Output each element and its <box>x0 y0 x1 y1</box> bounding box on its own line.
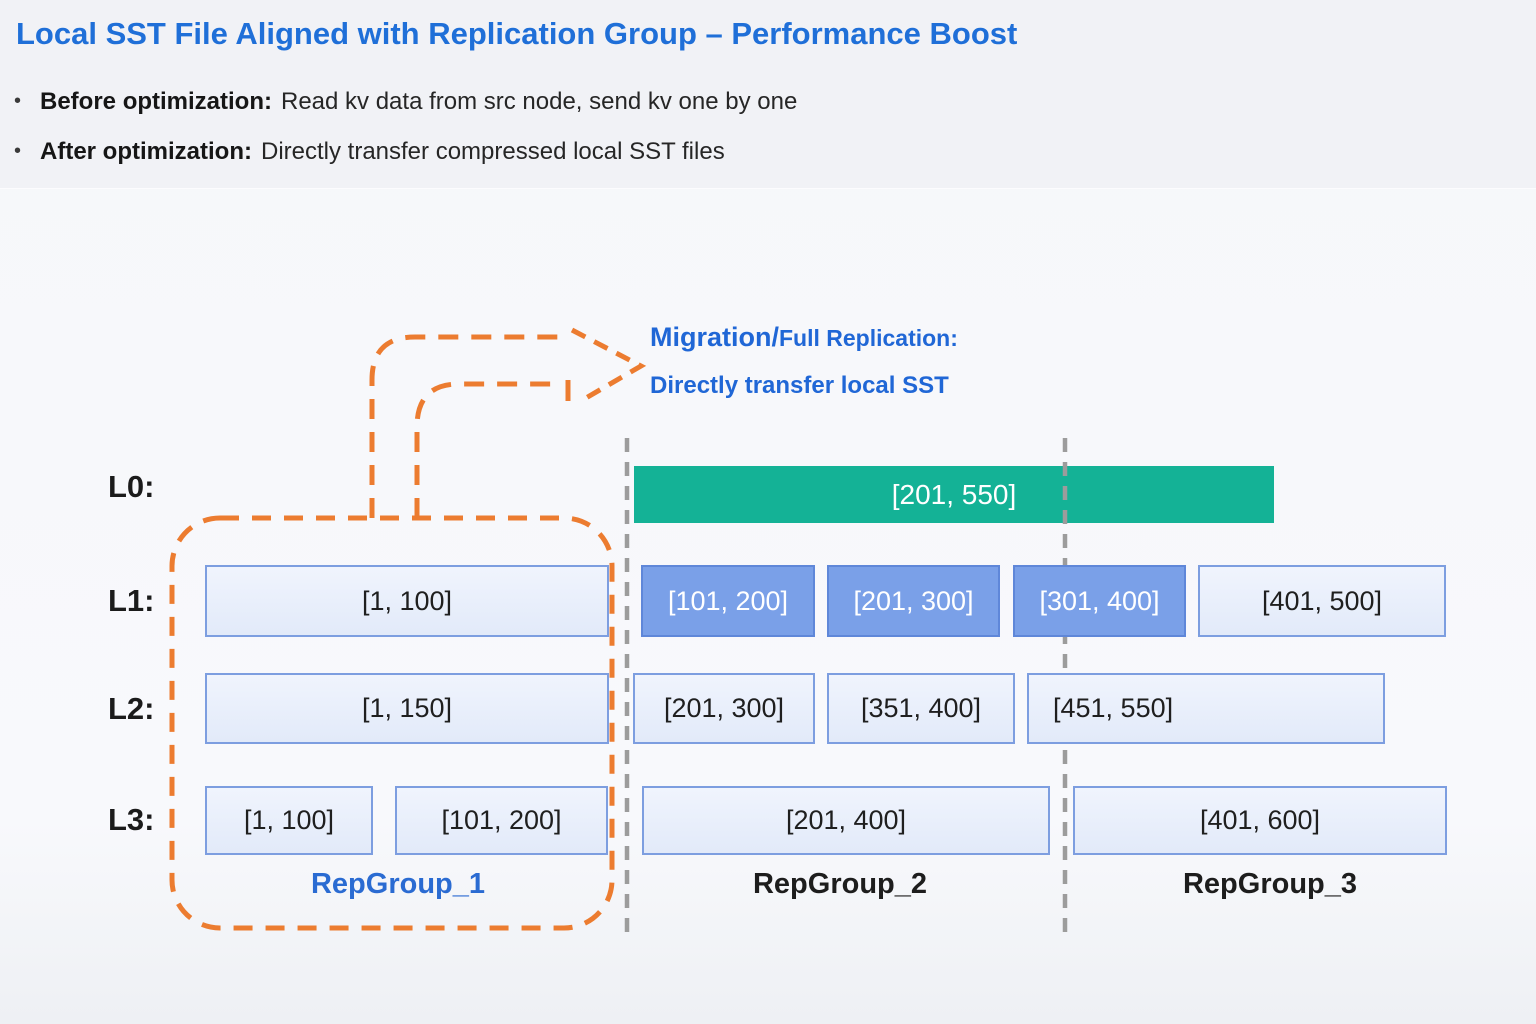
l3-box-201-400: [201, 400] <box>642 786 1050 855</box>
l1-box-401-500: [401, 500] <box>1198 565 1446 637</box>
migration-annotation-part1: Migration/ <box>650 322 779 352</box>
repgroup-3-label: RepGroup_3 <box>1182 868 1358 900</box>
migration-annotation-line2: Directly transfer local SST <box>650 372 949 399</box>
l2-box-451-550: [451, 550] <box>1027 673 1385 744</box>
bullet-text: Directly transfer compressed local SST f… <box>260 138 725 165</box>
migration-arrowhead-icon <box>570 327 647 401</box>
migration-annotation-line1: Migration/Full Replication: <box>650 322 958 353</box>
l0-sst-bar: [201, 550] <box>634 466 1274 523</box>
level-label-l3: L3: <box>108 802 155 837</box>
l2-box-201-300: [201, 300] <box>633 673 815 744</box>
bullet-before-optimization: • Before optimization: Read kv data from s… <box>14 88 1414 116</box>
slide-header-band <box>0 0 1536 189</box>
slide-title: Local SST File Aligned with Replication … <box>16 16 1018 51</box>
bullet-label: Before optimization: <box>40 88 272 115</box>
repgroup-1-label: RepGroup_1 <box>310 868 486 900</box>
bullet-icon: • <box>14 90 22 112</box>
level-label-l2: L2: <box>108 691 155 726</box>
bullet-after-optimization: • After optimization: Directly transfer co… <box>14 138 1414 166</box>
bullet-icon: • <box>14 140 22 162</box>
l3-box-101-200: [101, 200] <box>395 786 608 855</box>
l1-box-301-400: [301, 400] <box>1013 565 1186 637</box>
l2-box-1-150: [1, 150] <box>205 673 609 744</box>
l3-box-401-600: [401, 600] <box>1073 786 1447 855</box>
l1-box-1-100: [1, 100] <box>205 565 609 637</box>
migration-annotation-part2: Full Replication: <box>779 325 958 351</box>
migration-arrow-inner <box>414 381 556 518</box>
repgroup-2-label: RepGroup_2 <box>752 868 928 900</box>
bullet-label: After optimization: <box>40 138 252 165</box>
migration-arrow-outer <box>369 334 566 518</box>
bullet-text: Read kv data from src node, send kv one … <box>281 88 798 115</box>
level-label-l1: L1: <box>108 583 155 618</box>
l3-box-1-100: [1, 100] <box>205 786 373 855</box>
l1-box-201-300: [201, 300] <box>827 565 1000 637</box>
level-label-l0: L0: <box>108 469 155 504</box>
l1-box-101-200: [101, 200] <box>641 565 815 637</box>
l2-box-351-400: [351, 400] <box>827 673 1015 744</box>
